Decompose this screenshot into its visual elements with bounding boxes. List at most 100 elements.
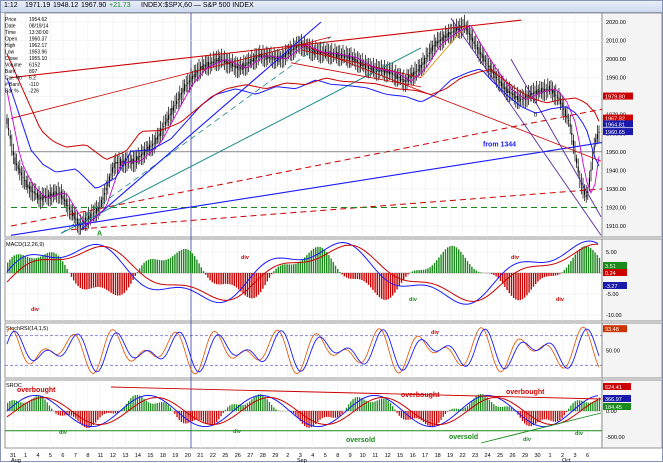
candle-body	[397, 74, 398, 78]
sroc-hist-bar	[322, 411, 323, 418]
candle-body	[478, 47, 479, 54]
candle-body	[595, 139, 596, 143]
macd-hist-bar	[185, 249, 186, 273]
sroc-hist-bar	[599, 398, 600, 411]
macd-hist-bar	[553, 273, 554, 276]
macd-hist-bar	[225, 273, 226, 284]
candle-body	[509, 91, 510, 93]
macd-hist-bar	[249, 273, 250, 298]
sroc-hist-bar	[150, 403, 151, 411]
macd-hist-bar	[526, 273, 527, 295]
month-label: Oct	[562, 458, 571, 463]
sroc-hist-bar	[491, 402, 492, 411]
candle-body	[597, 134, 598, 138]
sroc-hist-bar	[405, 411, 406, 420]
sroc-hist-bar	[260, 394, 261, 411]
macd-hist-bar	[75, 273, 76, 284]
macd-hist-bar	[205, 273, 206, 275]
candle-body	[115, 162, 116, 164]
sroc-hist-bar	[269, 402, 270, 411]
macd-hist-bar	[119, 273, 120, 295]
candle-body	[365, 63, 366, 69]
macd-hist-bar	[588, 247, 589, 273]
candle-body	[152, 144, 153, 145]
macd-hist-bar	[436, 260, 437, 273]
macd-y-tick: -10.00	[606, 313, 622, 319]
macd-hist-bar	[212, 273, 213, 282]
sroc-hist-bar	[159, 402, 160, 411]
macd-hist-bar	[370, 273, 371, 287]
candle-body	[589, 178, 590, 185]
candle-body	[437, 41, 438, 43]
macd-hist-bar	[42, 255, 43, 273]
macd-hist-bar	[467, 261, 468, 273]
candle-body	[430, 48, 431, 54]
sroc-hist-bar	[561, 411, 562, 418]
candle-body	[168, 115, 169, 120]
candle-body	[35, 193, 36, 194]
macd-y-tick: -5.00	[606, 292, 619, 298]
macd-hist-bar	[524, 273, 525, 298]
macd-hist-bar	[86, 273, 87, 289]
candle-body	[67, 205, 68, 206]
candle-body	[395, 72, 396, 79]
macd-hist-bar	[295, 264, 296, 273]
macd-hist-bar	[121, 273, 122, 294]
sroc-hist-bar	[489, 400, 490, 411]
candle-body	[547, 89, 548, 90]
macd-hist-bar	[416, 270, 417, 273]
candle-body	[498, 79, 499, 80]
candle-body	[307, 48, 308, 49]
sroc-hist-bar	[531, 411, 532, 426]
macd-hist-bar	[520, 273, 521, 300]
macd-hist-bar	[181, 250, 182, 273]
macd-hist-bar	[198, 263, 199, 273]
macd-hist-bar	[80, 273, 81, 288]
x-tick-label: 17	[422, 453, 428, 459]
macd-hist-bar	[267, 273, 268, 281]
sroc-hist-bar	[146, 401, 147, 411]
candle-body	[453, 31, 454, 32]
candle-body	[16, 164, 17, 165]
candle-body	[570, 124, 571, 127]
sroc-hist-bar	[427, 411, 428, 426]
candle-body	[490, 65, 491, 72]
sroc-hist-bar	[190, 411, 191, 422]
x-tick-label: 22	[210, 453, 216, 459]
macd-hist-bar	[264, 273, 265, 285]
macd-hist-bar	[137, 272, 138, 273]
macd-hist-bar	[491, 273, 492, 274]
macd-hist-bar	[113, 273, 114, 294]
macd-hist-bar	[220, 273, 221, 284]
macd-hist-bar	[359, 273, 360, 279]
sroc-hist-bar	[418, 411, 419, 419]
sroc-hist-bar	[559, 411, 560, 420]
sroc-hist-bar	[449, 410, 450, 411]
candle-body	[421, 65, 422, 68]
macd-hist-bar	[374, 273, 375, 293]
macd-hist-bar	[29, 258, 30, 273]
info-value: 08/19/14	[29, 24, 49, 30]
sroc-hist-bar	[557, 411, 558, 421]
candle-body	[142, 152, 143, 154]
macd-hist-bar	[388, 273, 389, 299]
macd-hist-bar	[581, 247, 582, 273]
candle-body	[450, 32, 451, 34]
div-label: div	[511, 255, 520, 261]
macd-hist-bar	[493, 273, 494, 275]
price-tag-label: 1960.65	[605, 130, 625, 136]
x-tick-label: 12	[385, 453, 391, 459]
sroc-hist-bar	[546, 411, 547, 419]
candle-body	[539, 91, 540, 92]
candle-body	[237, 66, 238, 68]
candle-body	[346, 56, 347, 57]
candle-body	[488, 66, 489, 67]
macd-hist-bar	[170, 258, 171, 273]
macd-hist-bar	[372, 273, 373, 290]
candle-body	[522, 99, 523, 100]
macd-hist-bar	[71, 273, 72, 277]
sroc-hist-bar	[553, 411, 554, 422]
info-label: # Bars	[5, 82, 20, 88]
candle-body	[472, 38, 473, 41]
macd-hist-bar	[539, 273, 540, 280]
